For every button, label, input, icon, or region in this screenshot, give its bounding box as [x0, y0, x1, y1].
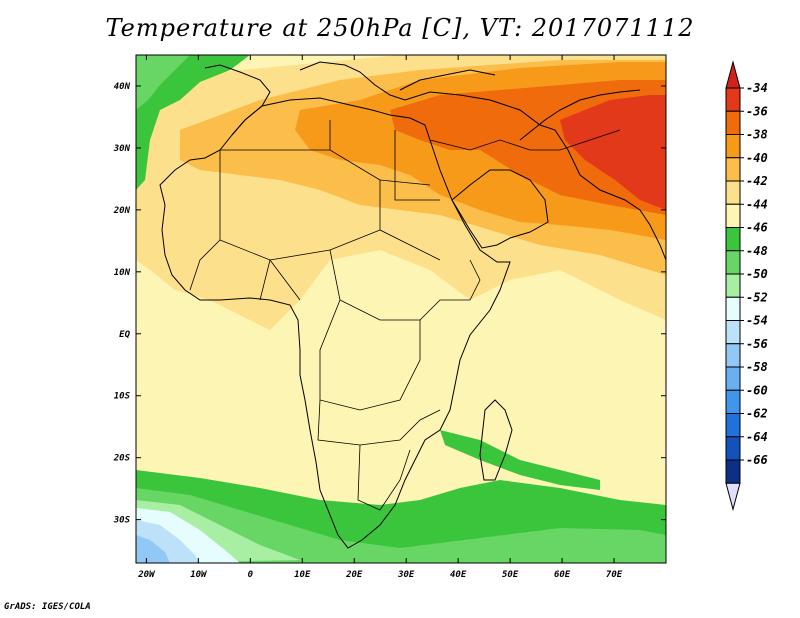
lat-tick-label: 10S	[114, 392, 131, 402]
colorbar-swatch	[725, 459, 741, 484]
colorbar-label: -44	[746, 197, 768, 211]
colorbar-swatch	[725, 273, 741, 298]
lat-tick-label: EQ	[119, 330, 130, 340]
coastlines	[159, 61, 666, 549]
latitude-axis: 40N 30N 20N 10N EQ 10S 20S 30S	[113, 82, 666, 526]
colorbar-label: -38	[746, 128, 768, 142]
colorbar-swatch	[725, 227, 741, 252]
plot-frame	[135, 54, 667, 564]
lon-tick-label: 0	[248, 570, 254, 580]
colorbar-swatch	[725, 413, 741, 438]
lon-tick-label: 60E	[554, 570, 571, 580]
band-46-44-e	[440, 430, 600, 490]
colorbar-swatch	[725, 366, 741, 391]
band-56-54-s	[136, 535, 170, 563]
lon-tick-label: 70E	[606, 570, 623, 580]
colorbar-label: -40	[746, 151, 768, 165]
colorbar-label: -50	[746, 267, 768, 281]
colorbar: -34 -36 -38 -40 -42 -44 -46 -48 -50 -52 -54 -56 -58 -…	[725, 60, 768, 512]
colorbar-bottom-arrow	[725, 482, 741, 512]
map-title: Temperature at 250hPa [C], VT: 201707111…	[105, 14, 695, 42]
lat-tick-label: 30N	[113, 144, 131, 154]
colorbar-swatch	[725, 203, 741, 228]
colorbar-swatch	[725, 110, 741, 135]
colorbar-label: -64	[746, 430, 768, 444]
lon-tick-label: 20E	[345, 570, 363, 580]
colorbar-label: -62	[746, 407, 768, 421]
colorbar-swatch	[725, 157, 741, 182]
colorbar-swatch	[725, 87, 741, 112]
band-46-44-nw	[136, 55, 250, 190]
colorbar-label: -46	[746, 221, 768, 235]
colorbar-swatch	[725, 296, 741, 321]
colorbar-label: -54	[746, 314, 768, 328]
lon-tick-label: 30E	[397, 570, 415, 580]
colorbar-label: -52	[746, 290, 768, 304]
grads-credit: GrADS: IGES/COLA	[4, 602, 91, 612]
lon-tick-label: 20W	[137, 570, 156, 580]
band-48-46-s	[136, 488, 666, 563]
colorbar-label: -60	[746, 383, 768, 397]
lat-tick-label: 10N	[114, 268, 131, 278]
colorbar-label: -48	[746, 244, 768, 258]
lat-tick-label: 20S	[113, 454, 131, 464]
colorbar-swatch	[725, 250, 741, 275]
colorbar-label: -58	[746, 360, 768, 374]
country-borders	[189, 120, 621, 511]
colorbar-label: -66	[746, 453, 768, 467]
lon-tick-label: 40E	[450, 570, 467, 580]
colorbar-swatch	[725, 134, 741, 159]
longitude-axis: 20W 10W 0 10E 20E 30E 40E 50E 60E 70E	[137, 55, 623, 580]
colorbar-swatch	[725, 180, 741, 205]
colorbar-swatch	[725, 343, 741, 368]
colorbar-swatch	[725, 320, 741, 345]
band-48-46-nw	[136, 55, 190, 110]
lon-tick-label: 10W	[190, 570, 208, 580]
colorbar-label: -42	[746, 174, 768, 188]
colorbar-label: -56	[746, 337, 768, 351]
colorbar-label: -34	[746, 81, 768, 95]
colorbar-label: -36	[746, 104, 768, 118]
colorbar-top-arrow	[725, 60, 741, 89]
lat-tick-label: 30S	[113, 516, 131, 526]
lon-tick-label: 10E	[294, 570, 311, 580]
colorbar-swatch	[725, 436, 741, 461]
lon-tick-label: 50E	[502, 570, 519, 580]
lat-tick-label: 40N	[114, 82, 131, 92]
band-gt-34	[560, 95, 666, 210]
lat-tick-label: 20N	[113, 206, 131, 216]
colorbar-swatch	[725, 389, 741, 414]
